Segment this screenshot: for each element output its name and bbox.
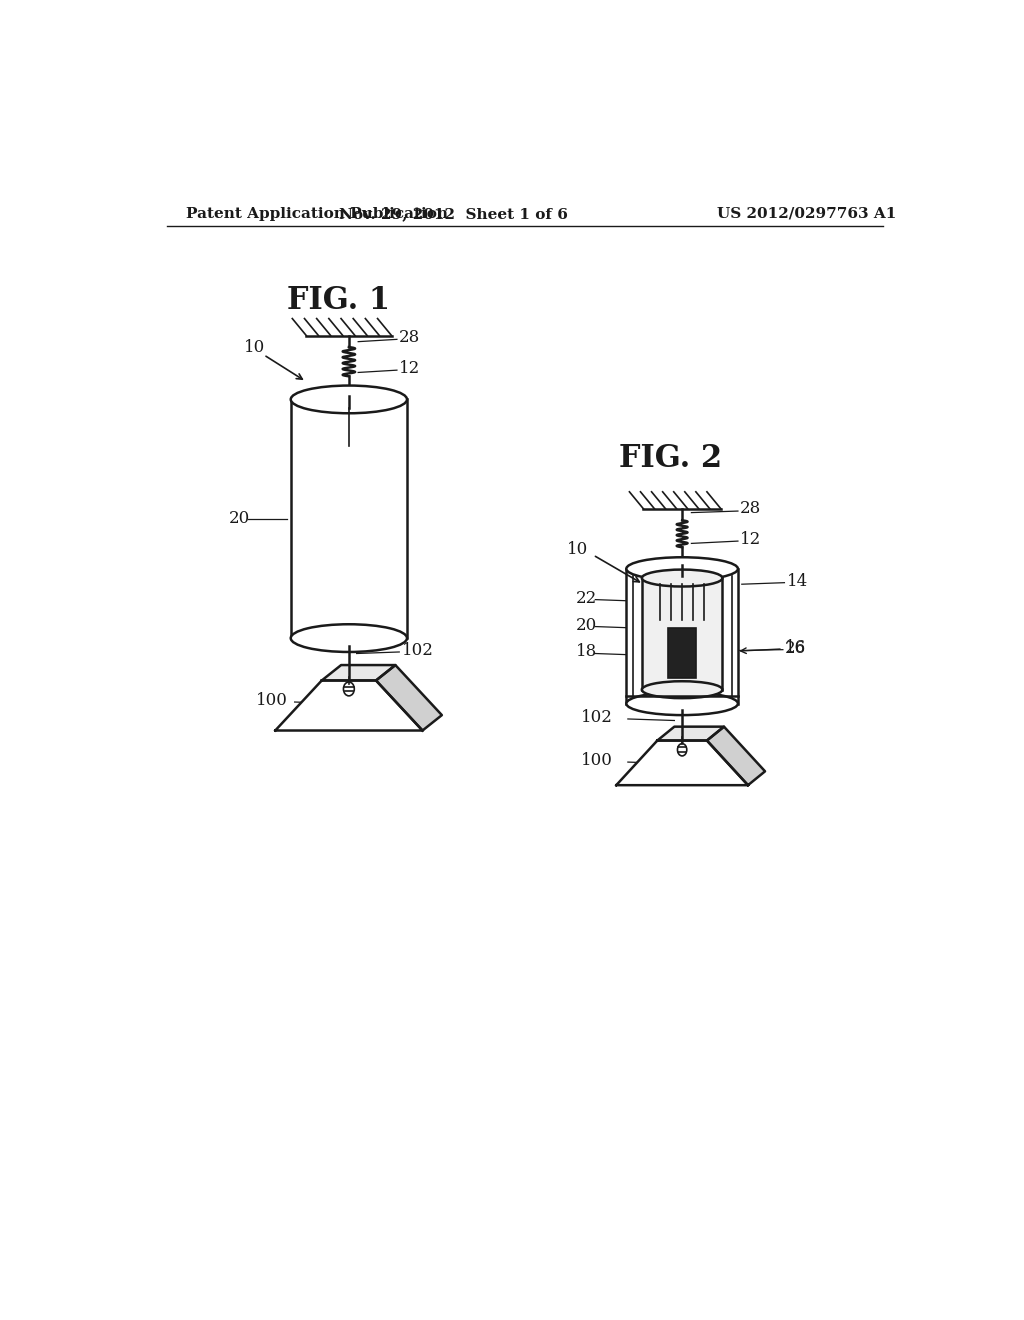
Polygon shape bbox=[275, 681, 423, 730]
Polygon shape bbox=[322, 665, 395, 681]
Text: 18: 18 bbox=[575, 643, 597, 660]
Text: 22: 22 bbox=[575, 590, 597, 607]
Bar bbox=[669, 628, 696, 678]
Polygon shape bbox=[657, 726, 724, 741]
Ellipse shape bbox=[627, 557, 738, 581]
Text: 10: 10 bbox=[245, 338, 265, 355]
Text: 14: 14 bbox=[786, 573, 808, 590]
Text: 20: 20 bbox=[228, 511, 250, 527]
Ellipse shape bbox=[642, 681, 722, 698]
Ellipse shape bbox=[291, 624, 407, 652]
Ellipse shape bbox=[627, 692, 738, 715]
Text: 102: 102 bbox=[401, 642, 433, 659]
Text: FIG. 2: FIG. 2 bbox=[618, 444, 722, 474]
Text: 26: 26 bbox=[785, 640, 806, 656]
Bar bbox=[291, 400, 407, 638]
Ellipse shape bbox=[291, 385, 407, 413]
Text: 12: 12 bbox=[740, 531, 762, 548]
Text: Nov. 29, 2012  Sheet 1 of 6: Nov. 29, 2012 Sheet 1 of 6 bbox=[339, 207, 568, 220]
Text: 12: 12 bbox=[399, 360, 421, 378]
Text: US 2012/0297763 A1: US 2012/0297763 A1 bbox=[717, 207, 896, 220]
Text: 100: 100 bbox=[582, 752, 613, 770]
Bar bbox=[627, 569, 738, 704]
Text: 28: 28 bbox=[399, 329, 421, 346]
Ellipse shape bbox=[642, 570, 722, 586]
Bar bbox=[642, 578, 722, 689]
Polygon shape bbox=[376, 665, 442, 730]
Text: 102: 102 bbox=[582, 709, 613, 726]
Text: 28: 28 bbox=[740, 500, 762, 517]
Polygon shape bbox=[616, 741, 748, 785]
Text: 20: 20 bbox=[575, 616, 597, 634]
Text: FIG. 1: FIG. 1 bbox=[288, 285, 390, 317]
Text: 100: 100 bbox=[256, 692, 288, 709]
Text: Patent Application Publication: Patent Application Publication bbox=[186, 207, 449, 220]
Text: 16: 16 bbox=[785, 639, 806, 656]
Text: 10: 10 bbox=[567, 541, 589, 558]
Polygon shape bbox=[707, 726, 765, 785]
